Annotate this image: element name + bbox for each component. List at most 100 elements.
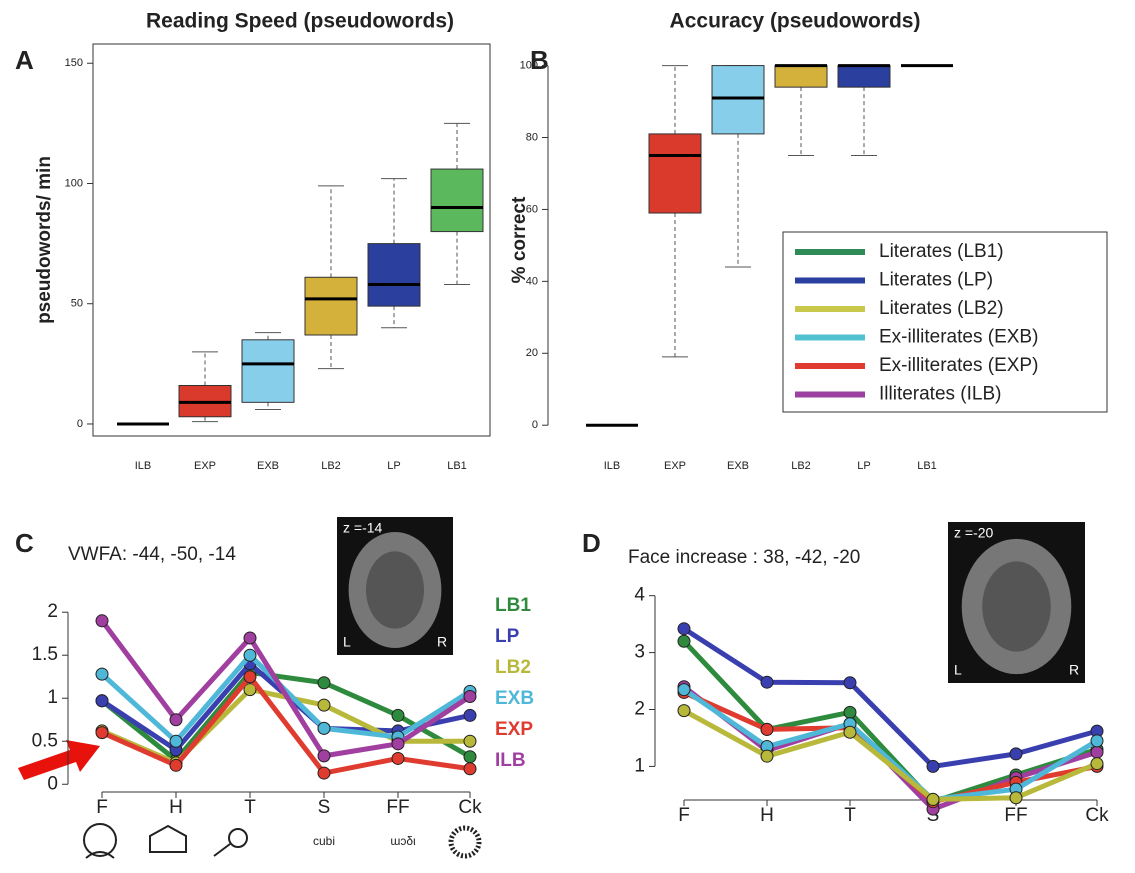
x-tick-label: EXP (194, 460, 216, 472)
brain-inner (982, 561, 1051, 652)
box (648, 133, 702, 214)
brain-inner (366, 551, 424, 629)
x-tick-label: Ck (1085, 805, 1109, 826)
subtitle: VWFA: -44, -50, -14 (68, 544, 236, 565)
point (317, 749, 331, 763)
x-tick-label: EXP (664, 460, 686, 472)
point (243, 683, 257, 697)
stimulus-icons: ɯɔδι (83, 823, 482, 859)
point (843, 725, 857, 739)
y-tick-label: 1 (47, 687, 58, 708)
point (169, 758, 183, 772)
x-tick-label: Ck (458, 797, 482, 818)
x-tick-label: F (96, 797, 108, 818)
point (760, 722, 774, 736)
point (463, 708, 477, 722)
svg-text:ɯɔδι: ɯɔδι (390, 834, 416, 848)
y-axis-label: pseudowords/ min (34, 156, 55, 324)
x-tick-label: LB2 (791, 460, 811, 472)
panel-letter: B (530, 45, 549, 75)
box (367, 243, 421, 307)
point (1009, 791, 1023, 805)
x-tick-label: LB2 (321, 460, 341, 472)
point (843, 676, 857, 690)
point (760, 675, 774, 689)
box (711, 65, 765, 135)
x-tick-label: ILB (135, 460, 152, 472)
x-tick-label: LP (387, 460, 400, 472)
point (463, 690, 477, 704)
panel-letter: A (15, 45, 34, 75)
x-tick-label: ILB (604, 460, 621, 472)
point (243, 670, 257, 684)
point (463, 762, 477, 776)
y-tick-label: 150 (65, 57, 83, 69)
y-tick-label: 3 (634, 642, 645, 663)
y-tick-label: 40 (526, 275, 538, 287)
inset-z: z =-14 (343, 520, 383, 536)
legend-label: Illiterates (ILB) (879, 384, 1001, 405)
point (1009, 747, 1023, 761)
point (677, 704, 691, 718)
x-tick-label: T (844, 805, 856, 826)
point (95, 694, 109, 708)
x-tick-label: F (678, 805, 690, 826)
point (926, 759, 940, 773)
series-line (100, 652, 472, 744)
series-line (682, 687, 1099, 802)
y-tick-label: 0 (77, 418, 83, 430)
legend-label: EXP (495, 719, 533, 740)
point (677, 683, 691, 697)
inset-left: L (343, 634, 351, 650)
series-line (99, 619, 472, 759)
arrow (18, 740, 100, 780)
x-tick-label: FF (1004, 805, 1027, 826)
y-tick-label: 1 (634, 755, 645, 776)
point (169, 713, 183, 727)
y-tick-label: 2 (634, 699, 645, 720)
panel-letter: D (582, 528, 601, 558)
legend-label: EXB (495, 688, 534, 709)
legend-label: Literates (LB2) (879, 298, 1004, 319)
inset-z: z =-20 (954, 525, 994, 541)
plot-frame (92, 43, 491, 437)
legend-box (782, 231, 1108, 413)
point (95, 614, 109, 628)
point (677, 622, 691, 636)
series-line (682, 639, 1098, 805)
box (241, 339, 295, 403)
point (463, 734, 477, 748)
y-tick-label: 2 (47, 601, 58, 622)
series-line (100, 674, 471, 776)
x-tick-label: EXB (727, 460, 749, 472)
point (317, 676, 331, 690)
legend-label: LB1 (495, 595, 531, 616)
legend-label: Literates (LP) (879, 270, 993, 291)
y-tick-label: 20 (526, 347, 538, 359)
box (430, 168, 484, 233)
chart-title: Accuracy (pseudowords) (670, 10, 921, 33)
point (317, 766, 331, 780)
series-line (682, 626, 1098, 769)
inset-right: R (1069, 662, 1079, 678)
y-tick-label: 0.5 (32, 730, 58, 751)
legend-label: Literates (LB1) (879, 241, 1004, 262)
y-axis-label: % correct (509, 196, 530, 283)
x-tick-label: FF (386, 797, 409, 818)
panel-letter: C (15, 528, 34, 558)
point (169, 734, 183, 748)
series-line (100, 669, 472, 763)
subtitle: Face increase : 38, -42, -20 (628, 547, 860, 568)
box (837, 65, 891, 88)
y-tick-label: 50 (71, 298, 83, 310)
y-tick-label: 0 (532, 419, 538, 431)
y-tick-label: 100 (520, 59, 538, 71)
point (391, 737, 405, 751)
box (304, 276, 358, 336)
point (1090, 757, 1104, 771)
x-tick-label: LP (857, 460, 870, 472)
y-tick-label: 1.5 (32, 644, 58, 665)
point (243, 631, 257, 645)
